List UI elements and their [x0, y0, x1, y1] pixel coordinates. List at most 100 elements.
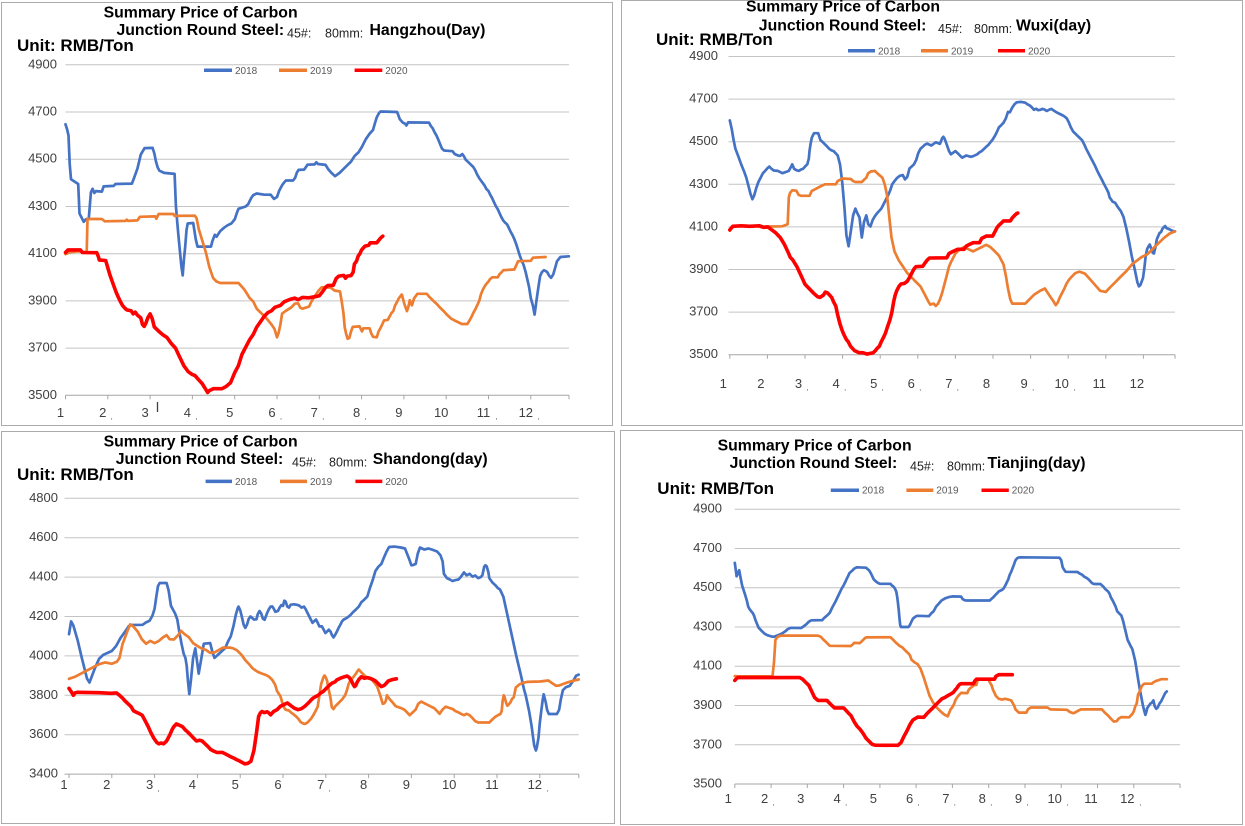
svg-text:Junction Round Steel:: Junction Round Steel: — [117, 22, 285, 39]
svg-text:2018: 2018 — [235, 477, 258, 488]
svg-text:,: , — [547, 786, 549, 793]
svg-text:10: 10 — [1054, 376, 1068, 391]
svg-text:4100: 4100 — [689, 218, 718, 233]
svg-text:2018: 2018 — [862, 486, 885, 497]
svg-text:2019: 2019 — [310, 477, 333, 488]
svg-text:11: 11 — [1093, 376, 1107, 391]
svg-text:45#:: 45#: — [938, 22, 962, 36]
svg-text:,: , — [1027, 800, 1029, 807]
svg-text:4800: 4800 — [29, 490, 58, 505]
svg-text:Summary Price of Carbon: Summary Price of Carbon — [746, 0, 940, 16]
svg-text:10: 10 — [434, 405, 448, 420]
svg-text:1: 1 — [60, 777, 67, 792]
svg-text:2020: 2020 — [1012, 486, 1035, 497]
svg-text:4900: 4900 — [689, 48, 718, 63]
svg-text:Summary Price of Carbon: Summary Price of Carbon — [104, 434, 298, 451]
svg-text:4: 4 — [832, 376, 839, 391]
svg-text:,: , — [919, 385, 921, 392]
svg-text:Tianjing(day): Tianjing(day) — [988, 455, 1086, 472]
svg-text:7: 7 — [317, 777, 324, 792]
svg-text:,: , — [990, 800, 992, 807]
svg-text:6: 6 — [268, 405, 275, 420]
svg-text:4500: 4500 — [693, 579, 722, 594]
svg-text:1: 1 — [57, 405, 64, 420]
svg-text:9: 9 — [395, 405, 402, 420]
svg-text:1: 1 — [725, 791, 732, 806]
svg-text:11: 11 — [477, 405, 491, 420]
svg-text:5: 5 — [232, 777, 239, 792]
svg-text:4100: 4100 — [28, 245, 57, 260]
svg-text:Unit: RMB/Ton: Unit: RMB/Ton — [657, 479, 774, 498]
svg-text:2: 2 — [761, 791, 768, 806]
svg-text:4700: 4700 — [689, 91, 718, 106]
svg-text:,: , — [773, 800, 775, 807]
svg-text:12: 12 — [519, 405, 533, 420]
svg-text:,: , — [111, 414, 113, 421]
svg-text:45#:: 45#: — [910, 459, 934, 473]
svg-text:Junction Round Steel:: Junction Round Steel: — [730, 455, 898, 472]
svg-text:,: , — [845, 800, 847, 807]
svg-text:4200: 4200 — [29, 608, 58, 623]
svg-text:4500: 4500 — [28, 151, 57, 166]
svg-text:3900: 3900 — [693, 697, 722, 712]
svg-text:4: 4 — [833, 791, 840, 806]
svg-text:8: 8 — [983, 376, 990, 391]
svg-text:4700: 4700 — [693, 540, 722, 555]
svg-text:3500: 3500 — [28, 387, 57, 402]
svg-text:8: 8 — [353, 405, 360, 420]
svg-text:9: 9 — [403, 777, 410, 792]
svg-text:,: , — [1032, 385, 1034, 392]
svg-text:12: 12 — [1120, 791, 1134, 806]
svg-text:5: 5 — [870, 376, 877, 391]
svg-text:3: 3 — [141, 405, 148, 420]
svg-text:,: , — [1067, 800, 1069, 807]
svg-text:4500: 4500 — [689, 133, 718, 148]
svg-text:3500: 3500 — [693, 776, 722, 791]
svg-text:2019: 2019 — [936, 486, 959, 497]
svg-text:Shandong(day): Shandong(day) — [373, 451, 488, 468]
svg-text:,: , — [844, 385, 846, 392]
svg-text:Junction Round Steel:: Junction Round Steel: — [759, 18, 927, 35]
svg-text:80mm:: 80mm: — [947, 459, 985, 473]
svg-text:80mm:: 80mm: — [325, 27, 363, 41]
svg-text:,: , — [365, 414, 367, 421]
svg-text:7: 7 — [311, 405, 318, 420]
svg-text:3900: 3900 — [689, 261, 718, 276]
svg-text:4600: 4600 — [29, 529, 58, 544]
svg-text:8: 8 — [979, 791, 986, 806]
svg-text:4700: 4700 — [28, 104, 57, 119]
svg-text:4300: 4300 — [689, 176, 718, 191]
svg-text:2018: 2018 — [878, 46, 901, 57]
svg-text:2: 2 — [757, 376, 764, 391]
svg-text:4: 4 — [184, 405, 191, 420]
svg-text:,: , — [954, 800, 956, 807]
svg-text:6: 6 — [906, 791, 913, 806]
svg-text:2019: 2019 — [310, 66, 333, 77]
svg-text:7: 7 — [942, 791, 949, 806]
svg-text:,: , — [1139, 800, 1141, 807]
svg-text:4000: 4000 — [29, 647, 58, 662]
svg-text:Summary Price of Carbon: Summary Price of Carbon — [104, 5, 298, 22]
svg-text:2020: 2020 — [385, 66, 408, 77]
svg-text:,: , — [329, 786, 331, 793]
svg-text:80mm:: 80mm: — [329, 456, 367, 470]
svg-text:3: 3 — [146, 777, 153, 792]
svg-text:12: 12 — [528, 777, 542, 792]
svg-text:Unit: RMB/Ton: Unit: RMB/Ton — [17, 465, 134, 484]
svg-text:1: 1 — [720, 376, 727, 391]
svg-text:2020: 2020 — [385, 477, 408, 488]
svg-text:9: 9 — [1020, 376, 1027, 391]
svg-text:9: 9 — [1015, 791, 1022, 806]
svg-text:4900: 4900 — [693, 501, 722, 516]
svg-text:80mm:: 80mm: — [974, 22, 1012, 36]
svg-text:,: , — [957, 385, 959, 392]
svg-text:2020: 2020 — [1028, 46, 1051, 57]
svg-text:,: , — [280, 414, 282, 421]
svg-text:3: 3 — [795, 376, 802, 391]
svg-text:,: , — [158, 786, 160, 793]
svg-text:7: 7 — [945, 376, 952, 391]
svg-text:3800: 3800 — [29, 687, 58, 702]
svg-text:,: , — [195, 414, 197, 421]
svg-text:3: 3 — [797, 791, 804, 806]
svg-text:3500: 3500 — [689, 346, 718, 361]
